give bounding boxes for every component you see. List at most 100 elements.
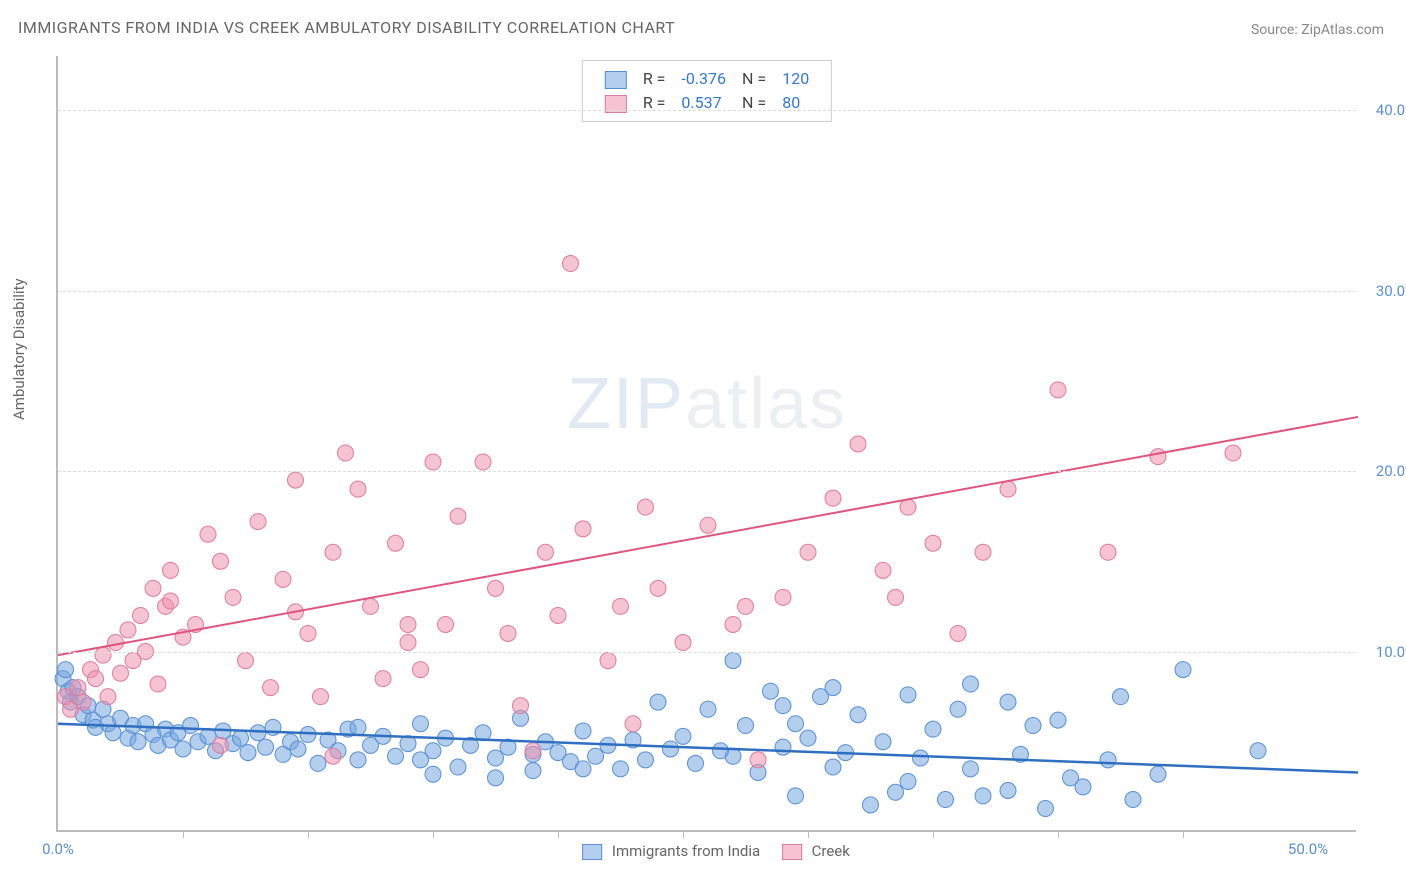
data-point bbox=[925, 535, 941, 551]
chart-svg bbox=[58, 56, 1356, 830]
swatch-creek bbox=[782, 844, 802, 860]
data-point bbox=[650, 694, 666, 710]
data-point bbox=[850, 707, 866, 723]
data-point bbox=[100, 689, 116, 705]
data-point bbox=[500, 625, 516, 641]
data-point bbox=[450, 759, 466, 775]
data-point bbox=[788, 788, 804, 804]
data-point bbox=[233, 730, 249, 746]
data-point bbox=[900, 773, 916, 789]
data-point bbox=[488, 580, 504, 596]
y-tick-label: 30.0% bbox=[1361, 282, 1406, 300]
gridline bbox=[58, 652, 1356, 653]
y-tick-label: 10.0% bbox=[1361, 643, 1406, 661]
data-point bbox=[650, 580, 666, 596]
data-point bbox=[288, 472, 304, 488]
data-point bbox=[950, 701, 966, 717]
x-tick bbox=[1058, 830, 1059, 838]
data-point bbox=[950, 625, 966, 641]
data-point bbox=[263, 680, 279, 696]
data-point bbox=[1113, 689, 1129, 705]
data-point bbox=[213, 553, 229, 569]
gridline bbox=[58, 110, 1356, 111]
data-point bbox=[975, 544, 991, 560]
data-point bbox=[875, 734, 891, 750]
data-point bbox=[538, 544, 554, 560]
y-tick-label: 20.0% bbox=[1361, 462, 1406, 480]
data-point bbox=[1025, 718, 1041, 734]
data-point bbox=[133, 607, 149, 623]
legend-label-creek: Creek bbox=[812, 842, 850, 860]
data-point bbox=[388, 535, 404, 551]
data-point bbox=[525, 743, 541, 759]
data-point bbox=[200, 526, 216, 542]
data-point bbox=[663, 741, 679, 757]
x-tick bbox=[433, 830, 434, 838]
y-axis-label: Ambulatory Disability bbox=[10, 278, 28, 420]
data-point bbox=[413, 752, 429, 768]
data-point bbox=[400, 616, 416, 632]
data-point bbox=[70, 680, 86, 696]
data-point bbox=[488, 770, 504, 786]
data-point bbox=[863, 797, 879, 813]
data-point bbox=[120, 622, 136, 638]
plot-area: ZIPatlas R = -0.376 N = 120 R = 0.537 N … bbox=[56, 56, 1356, 832]
data-point bbox=[700, 701, 716, 717]
data-point bbox=[130, 734, 146, 750]
data-point bbox=[1000, 481, 1016, 497]
gridline bbox=[58, 471, 1356, 472]
source-attribution: Source: ZipAtlas.com bbox=[1251, 22, 1384, 38]
data-point bbox=[675, 728, 691, 744]
data-point bbox=[250, 514, 266, 530]
series-legend: Immigrants from India Creek bbox=[564, 842, 850, 860]
data-point bbox=[400, 635, 416, 651]
data-point bbox=[913, 750, 929, 766]
x-tick bbox=[1183, 830, 1184, 838]
data-point bbox=[338, 445, 354, 461]
chart-title: IMMIGRANTS FROM INDIA VS CREEK AMBULATOR… bbox=[18, 18, 675, 37]
data-point bbox=[1038, 801, 1054, 817]
data-point bbox=[738, 718, 754, 734]
data-point bbox=[513, 698, 529, 714]
data-point bbox=[900, 499, 916, 515]
data-point bbox=[638, 499, 654, 515]
data-point bbox=[225, 589, 241, 605]
x-tick bbox=[558, 830, 559, 838]
data-point bbox=[525, 763, 541, 779]
data-point bbox=[550, 607, 566, 623]
data-point bbox=[290, 741, 306, 757]
data-point bbox=[738, 598, 754, 614]
data-point bbox=[413, 716, 429, 732]
data-point bbox=[313, 689, 329, 705]
data-point bbox=[775, 739, 791, 755]
data-point bbox=[1250, 743, 1266, 759]
data-point bbox=[163, 562, 179, 578]
data-point bbox=[88, 671, 104, 687]
data-point bbox=[1175, 662, 1191, 678]
data-point bbox=[388, 748, 404, 764]
x-tick bbox=[308, 830, 309, 838]
data-point bbox=[788, 716, 804, 732]
data-point bbox=[763, 683, 779, 699]
legend-label-india: Immigrants from India bbox=[612, 842, 760, 860]
data-point bbox=[213, 737, 229, 753]
data-point bbox=[725, 616, 741, 632]
data-point bbox=[900, 687, 916, 703]
data-point bbox=[450, 508, 466, 524]
data-point bbox=[750, 752, 766, 768]
data-point bbox=[813, 689, 829, 705]
data-point bbox=[675, 635, 691, 651]
data-point bbox=[413, 662, 429, 678]
x-tick bbox=[683, 830, 684, 838]
data-point bbox=[375, 671, 391, 687]
data-point bbox=[175, 741, 191, 757]
data-point bbox=[800, 730, 816, 746]
data-point bbox=[688, 755, 704, 771]
data-point bbox=[250, 725, 266, 741]
data-point bbox=[963, 676, 979, 692]
data-point bbox=[700, 517, 716, 533]
data-point bbox=[258, 739, 274, 755]
x-tick-label: 0.0% bbox=[42, 840, 74, 858]
data-point bbox=[1050, 382, 1066, 398]
gridline bbox=[58, 291, 1356, 292]
